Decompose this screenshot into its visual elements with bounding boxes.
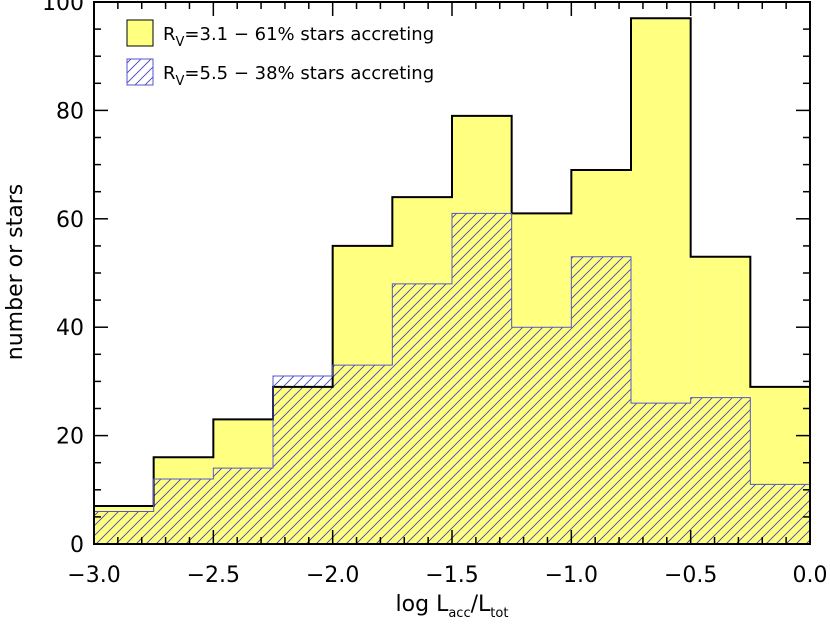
y-axis-title: number or stars — [3, 184, 28, 360]
legend-swatch-rv31 — [126, 19, 154, 47]
y-tick-label: 0 — [70, 533, 84, 558]
x-axis-title: log Lacc/Ltot — [396, 592, 509, 621]
x-tick-label: −0.5 — [664, 563, 717, 588]
rv55-bar-1 — [153, 478, 214, 544]
y-tick-label: 40 — [56, 316, 84, 341]
legend-label-rv31: RV=3.1 − 61% stars accreting — [163, 24, 434, 50]
legend-label-rv55: RV=5.5 − 38% stars accreting — [163, 63, 434, 89]
x-tick-label: −2.5 — [187, 563, 240, 588]
y-tick-label: 80 — [56, 99, 84, 124]
series-rv55-outline — [93, 212, 811, 544]
x-tick-label: 0.0 — [793, 563, 828, 588]
chart-legend: RV=3.1 − 61% stars accreting RV=5.5 − 38… — [126, 19, 434, 89]
x-tick-label: −1.0 — [545, 563, 598, 588]
x-tick-label: −1.5 — [425, 563, 478, 588]
y-tick-label: 20 — [56, 425, 84, 450]
x-tick-label: −3.0 — [67, 563, 120, 588]
rv55-bar-5 — [392, 283, 452, 544]
y-axis-ticks: 0 20 40 60 80 100 — [42, 0, 810, 558]
series-rv31-outline — [93, 17, 811, 544]
x-tick-label: −2.0 — [306, 563, 359, 588]
rv55-bar-0 — [94, 511, 154, 544]
rv55-bar-9 — [631, 403, 691, 544]
y-tick-label: 60 — [56, 208, 84, 233]
rv55-bar-4 — [332, 365, 393, 544]
x-axis-ticks: −3.0 −2.5 −2.0 −1.5 −1.0 −0.5 0.0 — [67, 2, 828, 588]
rv55-bar-7 — [511, 327, 572, 544]
series-rv55-bars — [94, 213, 810, 544]
rv55-bar-2 — [213, 468, 273, 544]
rv55-bar-6 — [452, 213, 512, 544]
rv55-bar-11 — [750, 484, 810, 544]
rv55-bar-3 — [273, 375, 333, 544]
rv55-bar-10 — [690, 397, 751, 544]
y-tick-label: 100 — [42, 0, 84, 16]
rv55-bar-8 — [571, 256, 631, 544]
legend-swatch-rv55 — [126, 58, 154, 86]
